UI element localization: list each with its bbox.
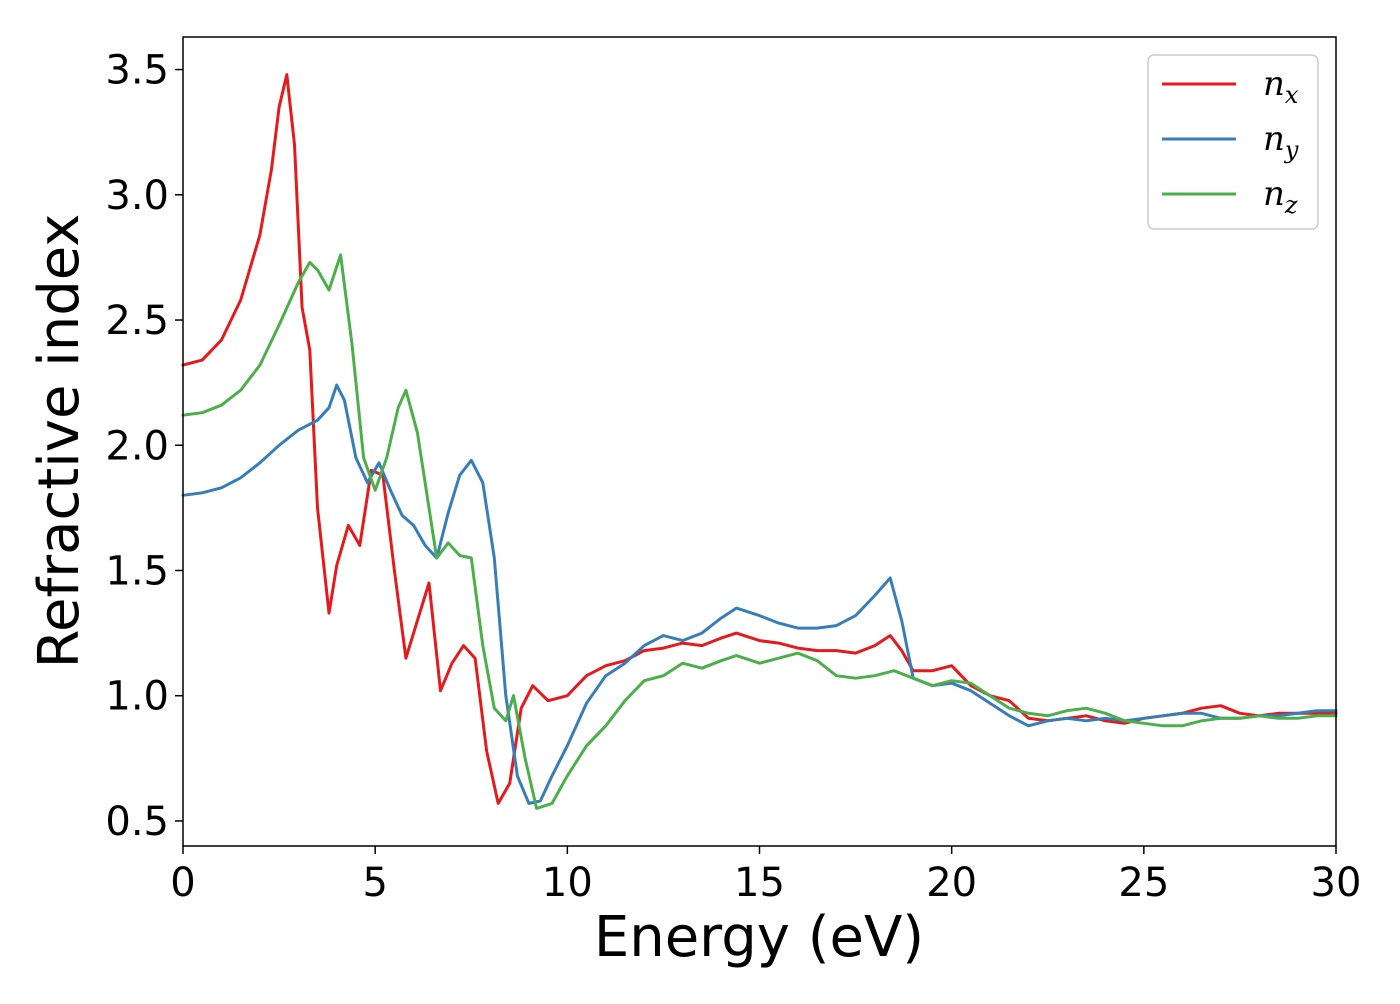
x-tick-label: 20 [926, 860, 977, 906]
x-tick-label: 0 [170, 860, 195, 906]
legend-label-main: n [1263, 174, 1285, 214]
x-tick-label: 30 [1311, 860, 1362, 906]
y-axis-ticks: 0.5 1.0 1.5 2.0 2.5 3.0 3.5 [105, 48, 183, 845]
x-axis-ticks: 0 5 10 15 20 25 30 [170, 846, 1361, 906]
legend-label-n-z: nz [1263, 174, 1298, 219]
y-tick-label: 0.5 [105, 799, 169, 845]
x-tick-label: 5 [362, 860, 387, 906]
x-tick-label: 10 [542, 860, 593, 906]
y-axis-label: Refractive index [27, 214, 92, 669]
series-layer [181, 73, 1338, 810]
legend-label-main: n [1263, 119, 1285, 159]
legend-label-subscript: x [1285, 81, 1299, 109]
y-tick-label: 2.5 [105, 298, 169, 344]
x-axis-label: Energy (eV) [594, 905, 924, 970]
y-tick-label: 1.5 [105, 548, 169, 594]
x-tick-label: 15 [734, 860, 785, 906]
y-tick-label: 3.0 [105, 173, 169, 219]
legend-label-n-y: ny [1263, 119, 1299, 164]
x-tick-label: 25 [1118, 860, 1169, 906]
y-tick-label: 3.5 [105, 48, 169, 94]
legend-label-subscript: z [1284, 191, 1298, 219]
series-line-n-z [181, 253, 1338, 810]
legend-label-n-x: nx [1263, 64, 1299, 109]
legend-label-subscript: y [1284, 136, 1299, 164]
series-line-n-y [181, 383, 1338, 805]
y-tick-label: 2.0 [105, 423, 169, 469]
y-tick-label: 1.0 [105, 674, 169, 720]
legend-label-main: n [1263, 64, 1285, 104]
legend-box [1147, 54, 1319, 230]
